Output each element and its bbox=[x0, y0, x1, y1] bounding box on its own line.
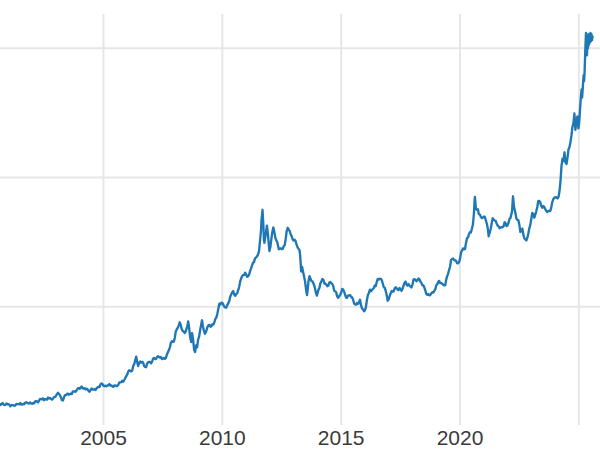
chart-canvas bbox=[0, 0, 600, 450]
x-tick-label: 2005 bbox=[58, 426, 148, 450]
x-tick-label: 2010 bbox=[177, 426, 267, 450]
x-tick-label: 2015 bbox=[296, 426, 386, 450]
price-line bbox=[0, 33, 593, 406]
x-tick-label: 2020 bbox=[415, 426, 505, 450]
line-chart: 2005 2010 2015 2020 bbox=[0, 0, 600, 450]
